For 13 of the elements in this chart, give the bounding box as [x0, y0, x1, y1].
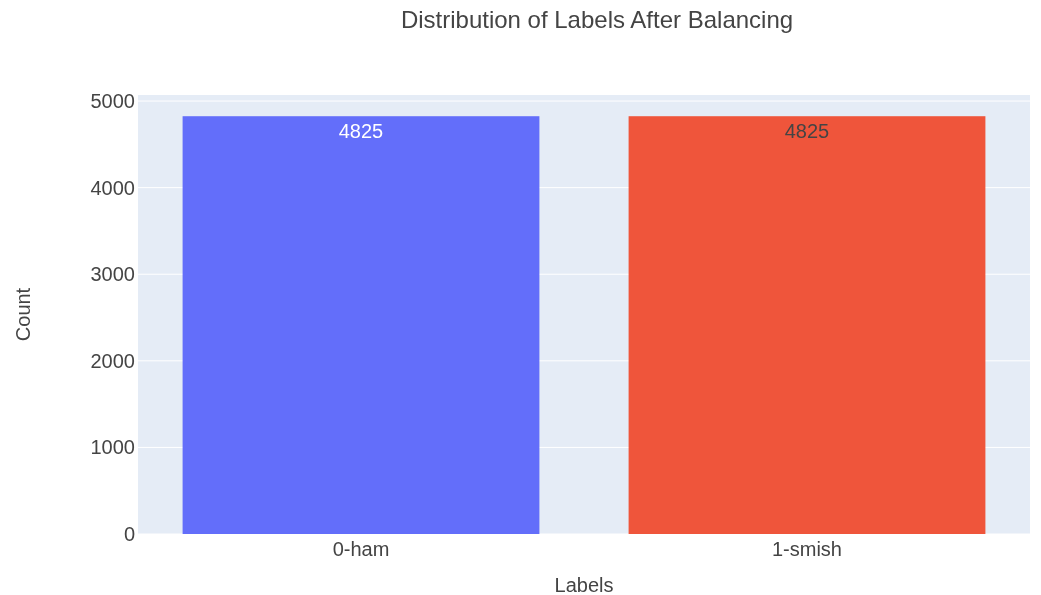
- y-tick-label: 2000: [90, 349, 135, 372]
- data-label: 4825: [338, 120, 384, 143]
- chart-title: Distribution of Labels After Balancing: [400, 6, 794, 33]
- data-label: 4825: [784, 120, 830, 143]
- y-tick-label: 4000: [90, 176, 135, 199]
- y-tick-label: 3000: [90, 263, 135, 286]
- y-tick-label: 0: [123, 523, 135, 545]
- y-tick-label: 1000: [90, 436, 135, 459]
- x-axis-title: Labels: [554, 574, 614, 595]
- x-tick-label: 1-smish: [771, 538, 843, 560]
- x-tick-label: 0-ham: [332, 538, 390, 560]
- y-tick-label: 5000: [90, 90, 135, 113]
- y-axis-title: Count: [12, 287, 34, 342]
